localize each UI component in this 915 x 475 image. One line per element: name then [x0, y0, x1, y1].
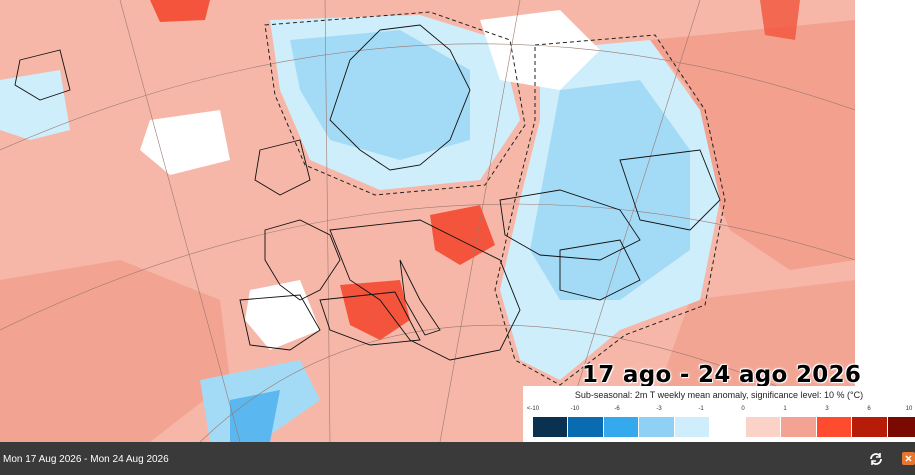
neutral-anomaly-region [480, 10, 600, 90]
legend-swatch [745, 417, 781, 437]
legend-swatch [887, 417, 915, 437]
strong-warm-anomaly [340, 280, 410, 340]
strong-warm-anomaly [760, 0, 800, 40]
legend-swatch [781, 417, 816, 437]
close-icon[interactable] [902, 452, 915, 465]
legend-tick: <-10 [526, 406, 540, 412]
legend-color-bar [533, 417, 915, 437]
significance-contour [494, 34, 726, 386]
warm-anomaly-region [650, 20, 855, 270]
footer-date-range: Mon 17 Aug 2026 - Mon 24 Aug 2026 [3, 454, 169, 465]
legend-swatch [639, 417, 674, 437]
footer-bar: Mon 17 Aug 2026 - Mon 24 Aug 2026 [0, 442, 915, 475]
legend-tick: -6 [614, 406, 620, 412]
legend-tick: 6 [867, 406, 871, 412]
legend-tick: -3 [656, 406, 662, 412]
strong-warm-anomaly [150, 0, 210, 22]
refresh-icon[interactable] [868, 451, 884, 467]
cool-anomaly-region [530, 80, 690, 300]
legend-swatch [816, 417, 852, 437]
warm-anomaly-region [0, 260, 230, 442]
legend-tick: 1 [783, 406, 787, 412]
graticule [0, 0, 855, 442]
significance-contour [264, 11, 526, 196]
legend-ticks: <-10 -10 -6 -3 -1 0 1 3 6 10 [523, 406, 915, 416]
legend-swatch [852, 417, 887, 437]
coastlines [14, 24, 721, 361]
period-overlay-title: 17 ago - 24 ago 2026 [582, 362, 862, 388]
legend-swatch [674, 417, 710, 437]
legend-swatch [533, 417, 568, 437]
strong-warm-anomaly [430, 205, 495, 265]
cool-anomaly-region [0, 70, 70, 140]
cool-anomaly-region [230, 390, 280, 442]
legend-title: Sub-seasonal: 2m T weekly mean anomaly, … [574, 390, 864, 400]
legend-tick: -10 [570, 406, 580, 412]
legend-tick: 10 [905, 406, 913, 412]
neutral-anomaly-region [140, 110, 230, 175]
color-legend: Sub-seasonal: 2m T weekly mean anomaly, … [523, 386, 915, 442]
legend-swatch [568, 417, 603, 437]
legend-swatch [710, 417, 745, 437]
legend-swatch [603, 417, 639, 437]
legend-tick: 0 [741, 406, 745, 412]
right-margin [855, 0, 915, 442]
anomaly-map [0, 0, 855, 442]
legend-tick: 3 [825, 406, 829, 412]
legend-tick: -1 [698, 406, 704, 412]
cool-anomaly-region [290, 30, 470, 160]
